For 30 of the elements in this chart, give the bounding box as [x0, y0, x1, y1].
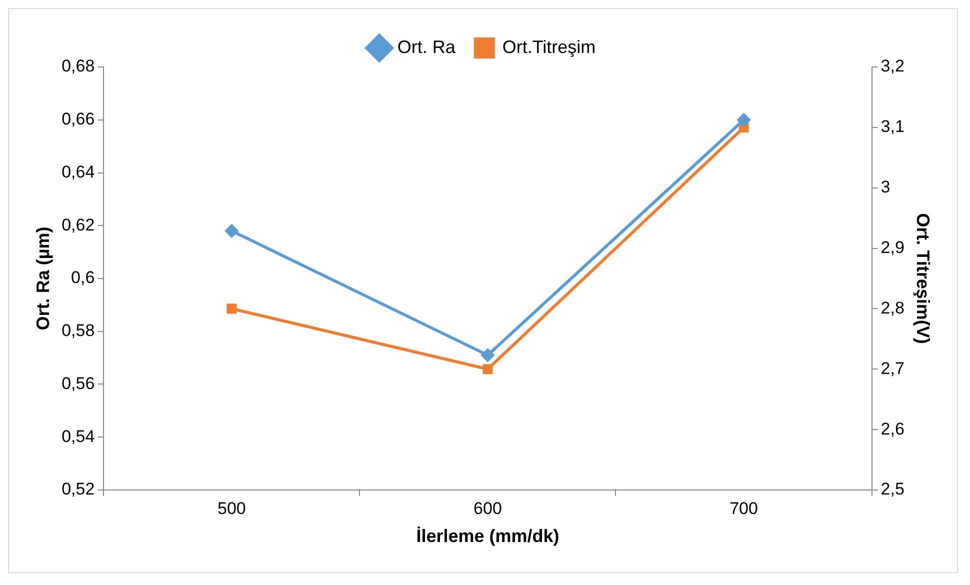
y-tick-label: 0,6: [71, 268, 95, 288]
y-tick-label: 0,62: [62, 215, 95, 234]
y2-tick-label: 2,6: [880, 419, 904, 438]
point: [226, 304, 237, 314]
y2-tick-label: 2,9: [880, 238, 904, 257]
y2-tick-label: 3,1: [880, 117, 904, 136]
y2-tick-label: 2,8: [880, 298, 904, 318]
y-tick-label: 0,56: [62, 374, 95, 393]
y-tick-label: 0,52: [62, 480, 95, 499]
point: [225, 224, 238, 238]
y-axis-title: Ort. Ra (µm): [32, 226, 53, 330]
x-tick-label: 500: [218, 498, 246, 518]
legend-label: Ort. Ra: [397, 36, 456, 57]
x-tick-label: 600: [474, 498, 502, 518]
x-axis-title: İlerleme (mm/dk): [416, 526, 560, 546]
y2-axis-title: Ort. Titreşim(V): [913, 213, 934, 344]
x-tick-label: 700: [730, 498, 758, 518]
y2-tick-label: 3: [880, 178, 890, 197]
point: [481, 348, 494, 362]
point: [737, 113, 750, 126]
y-tick-label: 0,64: [62, 162, 95, 182]
legend-label: Ort.Titreşim: [502, 36, 596, 57]
y2-tick-label: 3,2: [880, 56, 904, 76]
y-tick-label: 0,68: [62, 56, 95, 76]
y-tick-label: 0,58: [62, 321, 95, 340]
point: [482, 364, 493, 374]
y-tick-label: 0,54: [62, 426, 95, 446]
y2-tick-label: 2,5: [880, 480, 904, 499]
y-tick-label: 0,66: [62, 110, 95, 129]
y2-tick-label: 2,7: [880, 358, 904, 378]
